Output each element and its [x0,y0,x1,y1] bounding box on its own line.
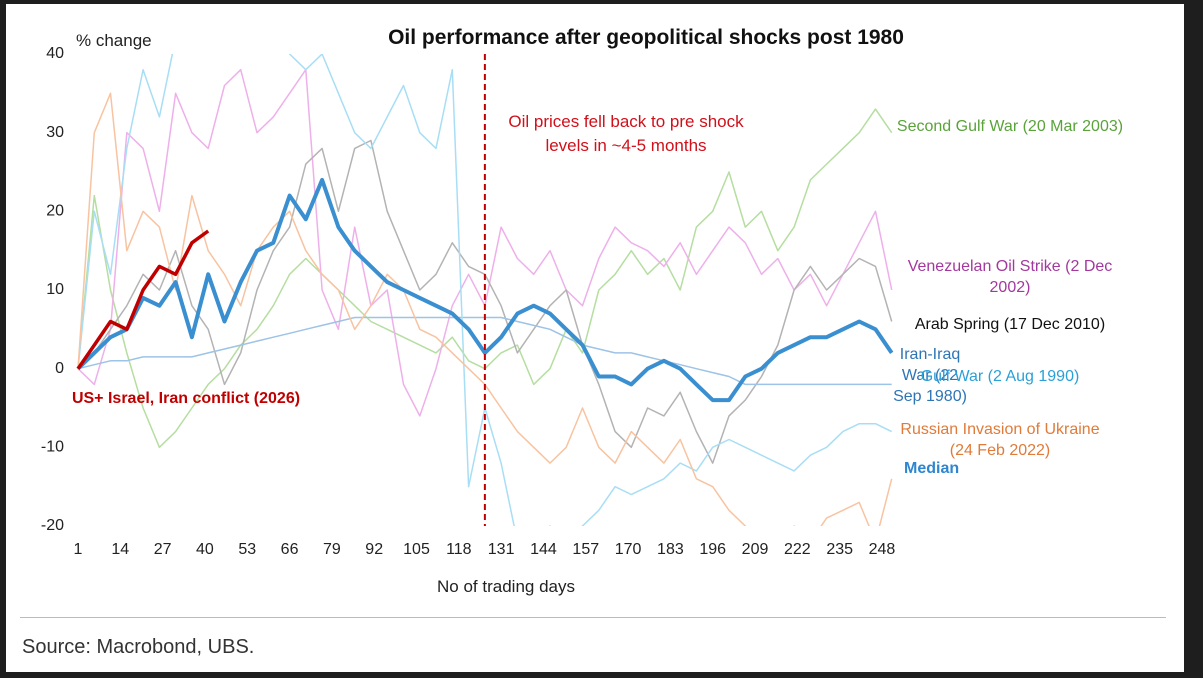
series-line [77,68,893,417]
y-tick-label: 0 [55,360,64,377]
annotation: Oil prices fell back to pre shock levels… [508,112,744,155]
x-tick-label: 92 [365,541,383,558]
x-tick-label: 118 [446,541,472,558]
panel: -20 -10 0 10 20 30 40 1 14 27 40 53 66 79 92 105 118 131 1… [6,4,1184,672]
x-tick-label: 40 [196,541,214,558]
x-tick-label: 131 [488,541,515,558]
x-tick-label: 157 [572,541,599,558]
y-tick-label: 20 [46,203,64,220]
source: Source: Macrobond, UBS. [22,636,255,658]
x-axis-label: No of trading days [437,577,575,596]
x-tick-label: 14 [111,541,129,558]
series-label: US+ Israel, Iran conflict (2026) [71,390,301,407]
x-tick-label: 222 [784,541,811,558]
x-tick-label: 196 [699,541,726,558]
x-tick-label: 53 [238,541,256,558]
x-tick-label: 170 [615,541,642,558]
y-tick-label: -10 [41,439,64,456]
x-tick-label: 183 [657,541,684,558]
x-tick-label: 144 [530,541,557,558]
y-tick-label: -20 [41,517,64,534]
chart-title: Oil performance after geopolitical shock… [388,26,904,49]
x-tick-label: 79 [323,541,341,558]
separator [20,617,1166,618]
x-tick-label: 105 [403,541,430,558]
series-line [76,177,894,403]
x-tick-label: 235 [826,541,853,558]
series-label: Median [904,460,960,477]
series-line [76,229,210,370]
y-tick-label: 10 [46,281,64,298]
y-axis-label: % change [76,31,152,50]
series-label: Venezuelan Oil Strike (2 Dec 2002) [907,258,1113,296]
series-label: Russian Invasion of Ukraine (24 Feb 2022… [900,421,1100,459]
series-label: Arab Spring (17 Dec 2010) [914,316,1106,333]
series-label: Iran-Iraq War (22 Sep 1980) [893,346,967,405]
x-tick-label: 1 [74,541,83,558]
series-label: Second Gulf War (20 Mar 2003) [896,118,1124,135]
x-tick-label: 66 [281,541,299,558]
y-tick-label: 40 [46,45,64,62]
x-tick-label: 209 [742,541,769,558]
x-tick-label: 27 [154,541,172,558]
x-tick-label: 248 [869,541,896,558]
chart: -20 -10 0 10 20 30 40 1 14 27 40 53 66 79 92 105 118 131 1… [41,45,896,558]
y-tick-label: 30 [46,124,64,141]
series-label: Gulf War (2 Aug 1990) [920,368,1080,385]
